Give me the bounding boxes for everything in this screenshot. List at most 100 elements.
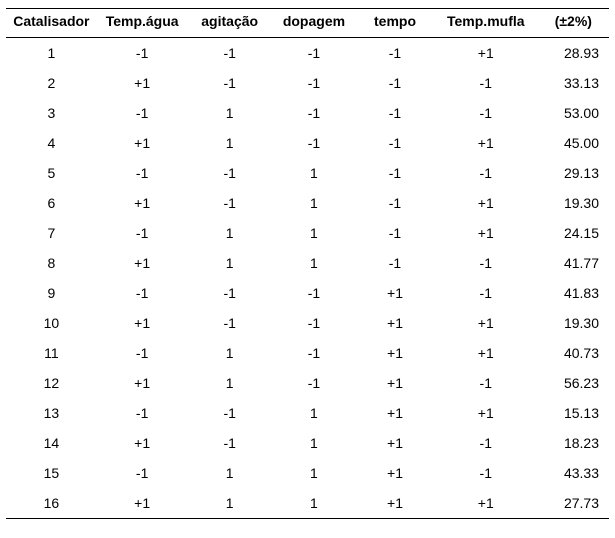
- table-body: 1-1-1-1-1+128.932+1-1-1-1-133.133-11-1-1…: [6, 38, 609, 519]
- table-row: 6+1-11-1+119.30: [6, 188, 609, 218]
- table-row: 11-11-1+1+140.73: [6, 338, 609, 368]
- table-cell: 1: [188, 488, 272, 519]
- table-row: 14+1-11+1-118.23: [6, 428, 609, 458]
- table-cell: 1: [188, 128, 272, 158]
- table-cell: -1: [356, 188, 434, 218]
- table-cell: +1: [97, 428, 188, 458]
- table-cell: +1: [356, 338, 434, 368]
- table-cell: +1: [97, 248, 188, 278]
- table-cell: 13: [6, 398, 97, 428]
- table-cell: -1: [356, 248, 434, 278]
- table-cell: -1: [272, 308, 356, 338]
- table-cell: -1: [272, 98, 356, 128]
- table-cell: +1: [356, 308, 434, 338]
- table-row: 16+111+1+127.73: [6, 488, 609, 519]
- table-cell: 4: [6, 128, 97, 158]
- table-cell: -1: [97, 338, 188, 368]
- table-row: 1-1-1-1-1+128.93: [6, 38, 609, 69]
- table-cell: -1: [188, 308, 272, 338]
- table-cell: 43.33: [538, 458, 609, 488]
- table-cell: 6: [6, 188, 97, 218]
- table-cell: +1: [97, 68, 188, 98]
- table-cell: -1: [434, 458, 538, 488]
- table-cell: 24.15: [538, 218, 609, 248]
- table-cell: +1: [434, 188, 538, 218]
- table-cell: 28.93: [538, 38, 609, 69]
- table-cell: 1: [272, 398, 356, 428]
- col-header-temp-mufla: Temp.mufla: [434, 9, 538, 38]
- table-cell: -1: [97, 458, 188, 488]
- col-header-temp-agua: Temp.água: [97, 9, 188, 38]
- table-cell: -1: [272, 38, 356, 69]
- table-cell: -1: [97, 278, 188, 308]
- table-cell: +1: [434, 128, 538, 158]
- table-row: 9-1-1-1+1-141.83: [6, 278, 609, 308]
- table-cell: 1: [188, 248, 272, 278]
- table-cell: 9: [6, 278, 97, 308]
- table-cell: 1: [188, 458, 272, 488]
- table-cell: -1: [356, 158, 434, 188]
- table-cell: 45.00: [538, 128, 609, 158]
- table-cell: -1: [97, 158, 188, 188]
- table-cell: 56.23: [538, 368, 609, 398]
- table-cell: +1: [434, 338, 538, 368]
- table-cell: 40.73: [538, 338, 609, 368]
- table-cell: 27.73: [538, 488, 609, 519]
- table-cell: -1: [272, 368, 356, 398]
- data-table: Catalisador Temp.água agitação dopagem t…: [6, 8, 609, 519]
- col-header-catalisador: Catalisador: [6, 9, 97, 38]
- table-cell: 1: [272, 158, 356, 188]
- table-cell: 3: [6, 98, 97, 128]
- table-cell: 1: [272, 218, 356, 248]
- table-cell: 1: [272, 458, 356, 488]
- table-cell: +1: [97, 188, 188, 218]
- table-cell: +1: [97, 308, 188, 338]
- table-cell: +1: [356, 368, 434, 398]
- table-cell: -1: [356, 128, 434, 158]
- table-cell: +1: [356, 488, 434, 519]
- table-cell: 5: [6, 158, 97, 188]
- table-cell: 19.30: [538, 308, 609, 338]
- table-cell: 53.00: [538, 98, 609, 128]
- table-row: 5-1-11-1-129.13: [6, 158, 609, 188]
- table-cell: 16: [6, 488, 97, 519]
- table-cell: 1: [188, 218, 272, 248]
- table-cell: -1: [188, 428, 272, 458]
- table-cell: -1: [434, 248, 538, 278]
- table-cell: 2: [6, 68, 97, 98]
- table-cell: -1: [272, 128, 356, 158]
- table-cell: -1: [188, 188, 272, 218]
- col-header-pct: (±2%): [538, 9, 609, 38]
- table-cell: 8: [6, 248, 97, 278]
- table-cell: +1: [356, 458, 434, 488]
- table-row: 13-1-11+1+115.13: [6, 398, 609, 428]
- table-cell: -1: [434, 278, 538, 308]
- table-cell: -1: [97, 218, 188, 248]
- table-cell: -1: [188, 278, 272, 308]
- table-cell: -1: [188, 68, 272, 98]
- table-cell: 1: [272, 248, 356, 278]
- table-cell: 1: [6, 38, 97, 69]
- table-cell: -1: [188, 398, 272, 428]
- table-cell: -1: [188, 38, 272, 69]
- table-row: 3-11-1-1-153.00: [6, 98, 609, 128]
- table-row: 4+11-1-1+145.00: [6, 128, 609, 158]
- col-header-tempo: tempo: [356, 9, 434, 38]
- table-row: 10+1-1-1+1+119.30: [6, 308, 609, 338]
- table-container: Catalisador Temp.água agitação dopagem t…: [0, 0, 615, 538]
- table-cell: -1: [434, 368, 538, 398]
- table-cell: -1: [272, 338, 356, 368]
- table-cell: 10: [6, 308, 97, 338]
- table-cell: 7: [6, 218, 97, 248]
- table-cell: 1: [188, 98, 272, 128]
- table-cell: 41.83: [538, 278, 609, 308]
- table-row: 7-111-1+124.15: [6, 218, 609, 248]
- table-row: 12+11-1+1-156.23: [6, 368, 609, 398]
- table-row: 2+1-1-1-1-133.13: [6, 68, 609, 98]
- table-cell: +1: [356, 278, 434, 308]
- table-cell: +1: [97, 488, 188, 519]
- table-cell: 18.23: [538, 428, 609, 458]
- table-cell: -1: [434, 428, 538, 458]
- table-header-row: Catalisador Temp.água agitação dopagem t…: [6, 9, 609, 38]
- table-cell: 15: [6, 458, 97, 488]
